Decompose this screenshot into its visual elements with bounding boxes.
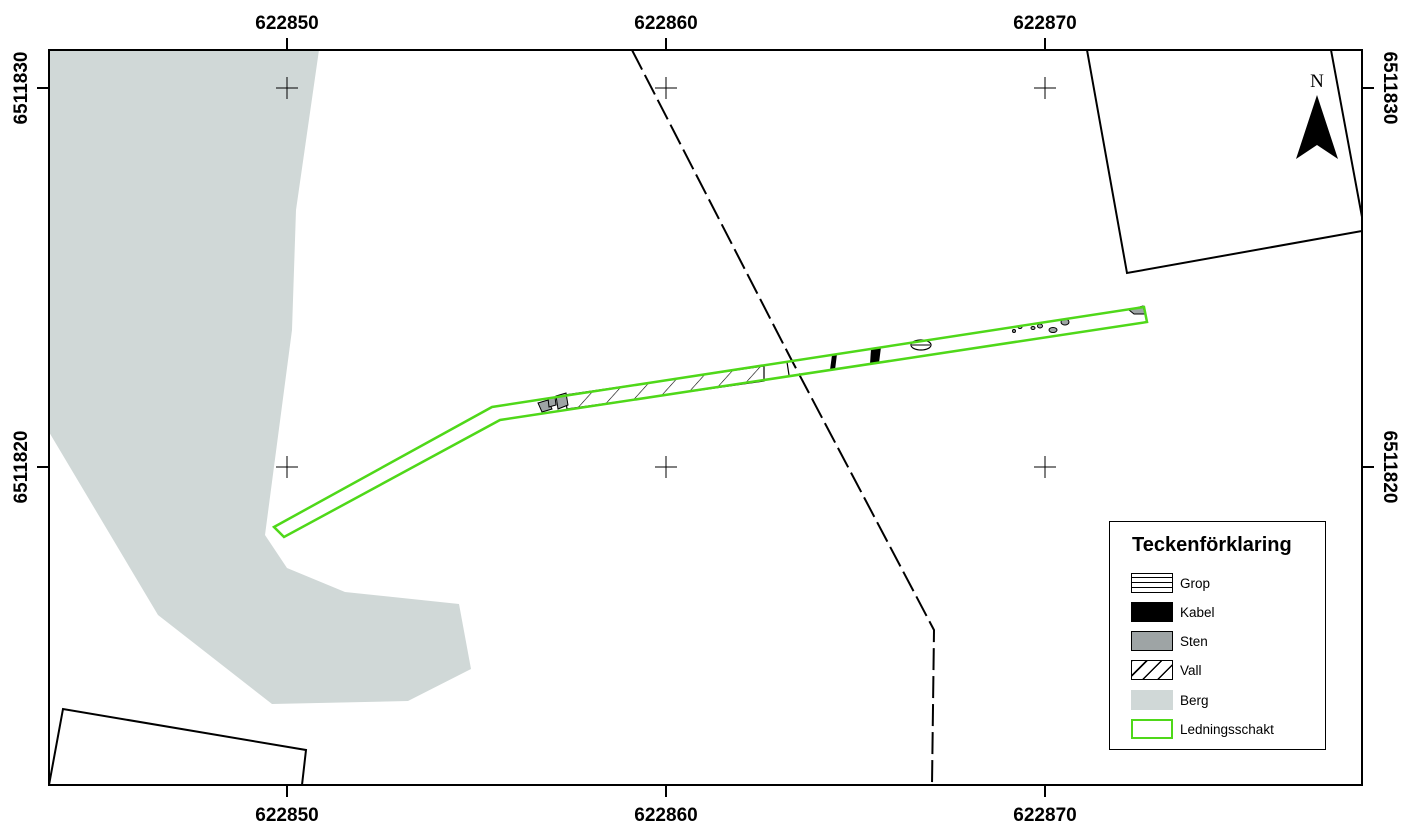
y-label-right: 6511830 (1379, 52, 1400, 125)
x-label-bottom: 622870 (1013, 805, 1076, 826)
legend-item-ledningsschakt: Ledningsschakt (1131, 718, 1274, 740)
x-label-bottom: 622850 (255, 805, 318, 826)
legend-item-sten: Sten (1131, 630, 1208, 652)
grop-swatch-icon (1131, 573, 1173, 593)
berg-swatch-icon (1131, 690, 1173, 710)
x-label-top: 622860 (634, 13, 697, 34)
legend-label: Kabel (1180, 604, 1215, 620)
frame-ticks (37, 38, 1374, 797)
property-boundary-southwest (49, 707, 308, 785)
north-arrow-icon: N (1296, 71, 1338, 159)
north-label: N (1310, 71, 1324, 92)
ledningsschakt-outline (271, 305, 1149, 539)
legend-item-berg: Berg (1131, 689, 1209, 711)
legend-item-grop: Grop (1131, 572, 1210, 594)
legend-label: Grop (1180, 575, 1211, 591)
x-label-top: 622850 (255, 13, 318, 34)
sten-stone (1012, 329, 1016, 333)
x-label-bottom: 622860 (634, 805, 697, 826)
legend-label: Sten (1180, 633, 1208, 649)
vall-swatch-icon (1131, 660, 1173, 680)
sten-stone (1048, 327, 1058, 333)
sten-stone (1030, 326, 1036, 330)
vall-feature (564, 365, 765, 410)
map-frame (48, 49, 1363, 786)
kabel-feature (830, 354, 837, 370)
berg-area (49, 50, 471, 704)
legend-box: Teckenförklaring Grop Kabel Sten Vall Be… (1109, 521, 1326, 750)
y-label-left: 6511830 (11, 52, 32, 125)
y-label-right: 6511820 (1379, 431, 1400, 504)
kabel-feature (870, 347, 881, 364)
legend-item-kabel: Kabel (1131, 601, 1215, 623)
legend-label: Ledningsschakt (1180, 721, 1274, 737)
legend-label: Vall (1180, 662, 1202, 678)
legend-title: Teckenförklaring (1132, 534, 1292, 556)
legend-item-vall: Vall (1131, 659, 1202, 681)
kabel-swatch-icon (1131, 602, 1173, 622)
x-label-top: 622870 (1013, 13, 1076, 34)
property-boundary-northeast (1085, 50, 1362, 275)
grid-crosses (276, 77, 1056, 478)
sten-stone (1037, 323, 1043, 329)
sten-swatch-icon (1131, 631, 1173, 651)
dashed-boundary-line (631, 50, 936, 785)
schakt-feature-line (786, 361, 790, 376)
legend-label: Berg (1180, 692, 1209, 708)
ledningsschakt-swatch-icon (1131, 719, 1173, 739)
y-label-left: 6511820 (11, 431, 32, 504)
